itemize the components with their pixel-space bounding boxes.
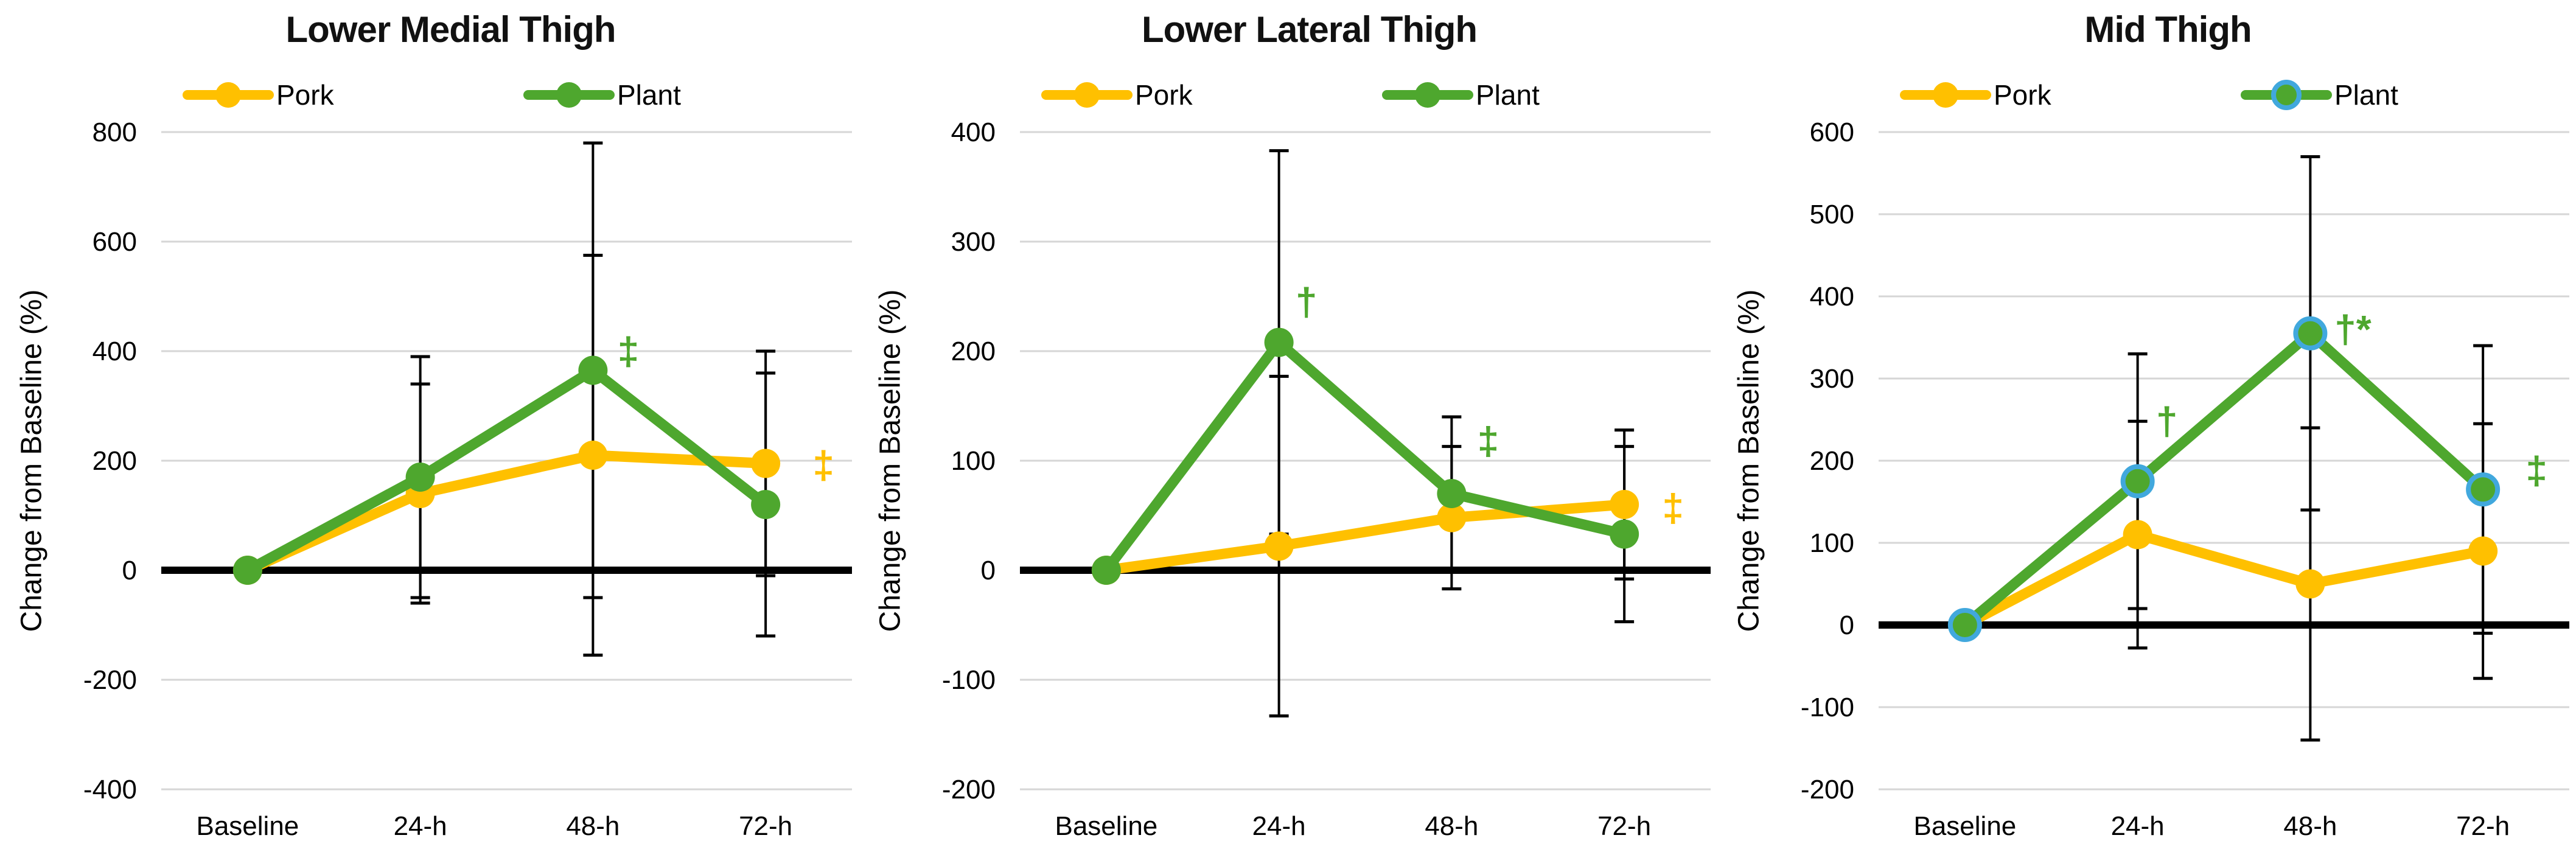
chart-panel-lower-medial-thigh: Lower Medial Thigh Pork Plant Change fro…: [0, 0, 859, 852]
y-tick-label: 500: [1810, 200, 1854, 229]
y-tick-label: 300: [1810, 364, 1854, 394]
x-tick-label: 48-h: [566, 811, 620, 841]
plant-series-marker-icon: [1382, 82, 1473, 108]
series-line-plant: [1101, 337, 1630, 576]
legend-label-plant: Plant: [2334, 79, 2398, 111]
data-point-plant-baseline: [1091, 556, 1121, 585]
y-tick-label: 0: [122, 556, 137, 585]
y-tick-label: 600: [92, 227, 137, 257]
y-tick-label: 200: [92, 446, 137, 476]
x-tick-label: 72-h: [1597, 811, 1651, 841]
y-tick-label: 0: [981, 556, 996, 585]
data-point-pork-48-h: [1437, 503, 1467, 532]
data-point-pork-24-h: [2123, 520, 2152, 550]
legend-item-pork: Pork: [183, 77, 334, 113]
data-point-plant-24-h: [1264, 327, 1294, 357]
series-line-pork: [242, 450, 771, 576]
significance-annotation: †: [1296, 280, 1318, 324]
legend-item-pork: Pork: [1900, 77, 2051, 113]
significance-annotation: ‡: [618, 329, 640, 373]
data-point-plant-48-h: [578, 355, 608, 385]
series-line-pork: [1960, 529, 2488, 630]
chart-canvas: 600 500 400 300 200 100 0 -100 -200 Baseline 24-h 4…: [1801, 117, 2569, 841]
chart-title: Mid Thigh: [2084, 9, 2252, 50]
y-tick-label: 100: [951, 446, 996, 476]
legend-label-pork: Pork: [1135, 79, 1193, 111]
y-tick-label: -200: [1801, 775, 1854, 805]
data-point-plant-72-h: [2466, 472, 2501, 507]
chart-panel-mid-thigh: Mid Thigh Pork Plant Change from Baselin…: [1717, 0, 2576, 852]
x-tick-label: Baseline: [1055, 811, 1157, 841]
significance-annotation: ‡: [2525, 449, 2547, 492]
pork-series-marker-icon: [183, 82, 274, 108]
x-tick-label: 48-h: [1425, 811, 1478, 841]
plant-series-marker-icon: [2241, 80, 2332, 110]
legend-label-pork: Pork: [276, 79, 334, 111]
y-tick-label: 100: [1810, 528, 1854, 558]
y-tick-label: 400: [1810, 282, 1854, 312]
legend-item-plant: Plant: [523, 77, 681, 113]
data-point-plant-24-h: [2120, 464, 2155, 498]
x-tick-label: Baseline: [196, 811, 299, 841]
chart-panel-lower-lateral-thigh: Lower Lateral Thigh Pork Plant Change fr…: [859, 0, 1717, 852]
chart-canvas: 400 300 200 100 0 -100 -200 Baseline 24-h 48-h 72-…: [942, 117, 1711, 841]
y-tick-label: 200: [1810, 446, 1854, 476]
series-line-plant: [1960, 328, 2488, 630]
chart-title: Lower Lateral Thigh: [1141, 9, 1478, 50]
significance-annotation: ‡: [1478, 419, 1499, 463]
x-tick-label: 24-h: [2111, 811, 2165, 841]
data-point-pork-72-h: [1610, 490, 1639, 519]
y-tick-label: -400: [83, 775, 137, 805]
y-tick-label: 400: [92, 337, 137, 366]
significance-annotation: †*: [2334, 307, 2372, 351]
data-point-pork-24-h: [1264, 531, 1294, 561]
legend-label-pork: Pork: [1994, 79, 2051, 111]
data-point-pork-72-h: [751, 449, 781, 478]
series-line-plant: [242, 365, 771, 576]
x-tick-label: 72-h: [739, 811, 792, 841]
y-tick-label: 300: [951, 227, 996, 257]
data-point-plant-24-h: [405, 463, 435, 492]
legend-item-plant: Plant: [2241, 77, 2398, 113]
y-tick-label: -100: [1801, 693, 1854, 722]
y-tick-label: -200: [942, 775, 996, 805]
legend-label-plant: Plant: [617, 79, 681, 111]
significance-annotation: †: [2156, 399, 2178, 443]
chart-canvas: 800 600 400 200 0 -200 -400 Baseline 24-h 48-h 72-…: [83, 117, 852, 841]
pork-series-marker-icon: [1900, 82, 1991, 108]
legend-item-plant: Plant: [1382, 77, 1540, 113]
data-point-plant-48-h: [1437, 479, 1467, 508]
data-point-plant-72-h: [751, 490, 781, 519]
y-tick-label: 0: [1840, 610, 1854, 640]
x-tick-label: 24-h: [1252, 811, 1306, 841]
legend-item-pork: Pork: [1041, 77, 1193, 113]
y-tick-label: 400: [951, 117, 996, 147]
y-tick-label: -100: [942, 665, 996, 695]
x-tick-label: 72-h: [2456, 811, 2510, 841]
y-tick-label: -200: [83, 665, 137, 695]
data-point-plant-baseline: [232, 556, 262, 585]
pork-series-marker-icon: [1041, 82, 1133, 108]
significance-annotation: ‡: [812, 443, 834, 487]
significance-annotation: ‡: [1662, 486, 1684, 529]
data-point-plant-72-h: [1610, 519, 1639, 549]
x-tick-label: 24-h: [394, 811, 447, 841]
data-point-pork-48-h: [578, 441, 608, 470]
x-tick-label: 48-h: [2283, 811, 2337, 841]
y-tick-label: 600: [1810, 117, 1854, 147]
chart-title: Lower Medial Thigh: [285, 9, 616, 50]
y-tick-label: 200: [951, 337, 996, 366]
data-point-plant-48-h: [2293, 316, 2328, 351]
x-tick-label: Baseline: [1913, 811, 2016, 841]
data-point-pork-48-h: [2295, 569, 2325, 599]
legend-label-plant: Plant: [1476, 79, 1540, 111]
y-tick-label: 800: [92, 117, 137, 147]
plant-series-marker-icon: [523, 82, 615, 108]
data-point-plant-baseline: [1947, 608, 1982, 642]
data-point-pork-72-h: [2468, 536, 2498, 566]
